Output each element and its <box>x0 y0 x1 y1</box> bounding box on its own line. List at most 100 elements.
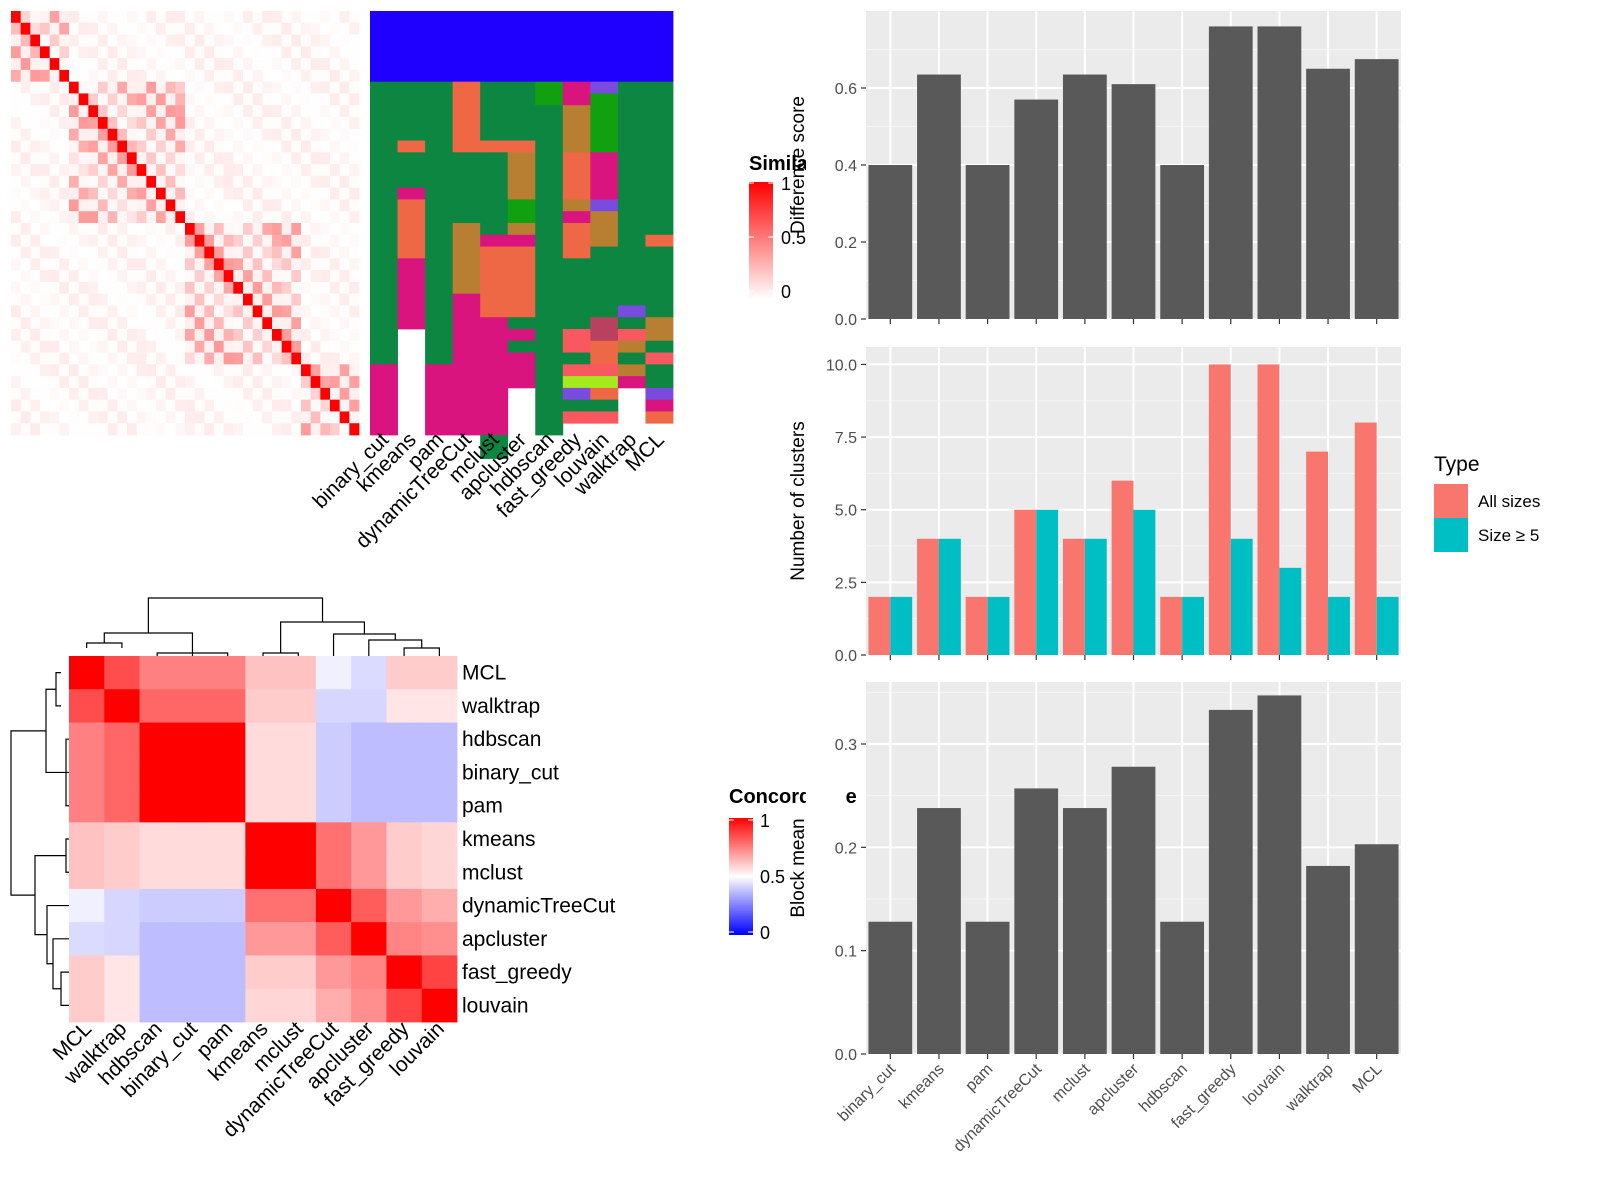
similarity-cell <box>30 423 41 436</box>
similarity-cell <box>30 164 41 177</box>
similarity-cell <box>146 329 157 342</box>
concordance-cell <box>386 955 423 990</box>
similarity-cell <box>98 387 109 401</box>
similarity-cell <box>301 34 312 47</box>
similarity-cell <box>88 187 99 200</box>
similarity-cell <box>301 199 312 212</box>
similarity-cell <box>262 387 273 401</box>
similarity-cell <box>127 140 138 153</box>
similarity-cell <box>233 246 244 259</box>
similarity-cell <box>252 329 263 342</box>
similarity-cell <box>204 128 215 141</box>
similarity-cell <box>185 117 196 130</box>
similarity-cell <box>127 187 138 200</box>
similarity-cell <box>330 423 341 436</box>
similarity-cell <box>291 223 302 236</box>
similarity-cell <box>262 187 273 200</box>
similarity-cell <box>11 175 22 189</box>
concordance-cell <box>245 855 282 890</box>
similarity-cell <box>252 199 263 212</box>
similarity-cell <box>252 246 263 259</box>
similarity-cell <box>59 105 70 118</box>
assignment-segment <box>590 246 619 318</box>
assignment-segment <box>617 11 646 83</box>
y-axis-label: Block mean <box>788 818 809 917</box>
similarity-cell <box>291 246 302 259</box>
similarity-cell <box>49 199 60 212</box>
similarity-cell <box>223 140 234 153</box>
similarity-cell <box>243 11 254 24</box>
similarity-cell <box>59 281 70 295</box>
similarity-cell <box>214 22 225 35</box>
similarity-cell <box>301 187 312 200</box>
similarity-cell <box>330 258 341 271</box>
concordance-row-label: mclust <box>462 861 523 884</box>
y-axis-label: Difference score <box>788 96 809 234</box>
similarity-cell <box>339 281 350 295</box>
similarity-cell <box>146 164 157 177</box>
similarity-cell <box>349 317 360 330</box>
similarity-cell <box>117 352 128 365</box>
similarity-cell <box>185 399 196 412</box>
similarity-cell <box>330 58 341 71</box>
similarity-cell <box>127 105 138 118</box>
concordance-cell <box>245 888 282 923</box>
bar-size-ge-5 <box>1182 596 1205 655</box>
similarity-cell <box>78 329 89 342</box>
similarity-cell <box>281 93 292 106</box>
similarity-cell <box>11 58 22 71</box>
concordance-cell <box>280 988 317 1023</box>
similarity-cell <box>59 152 70 165</box>
similarity-cell <box>146 281 157 295</box>
bar-size-ge-5 <box>1279 567 1302 655</box>
similarity-cell <box>40 293 51 306</box>
similarity-cell <box>320 11 331 24</box>
similarity-cell <box>175 11 186 24</box>
similarity-cell <box>49 270 60 283</box>
concordance-cell <box>210 855 246 890</box>
similarity-cell <box>262 246 273 259</box>
similarity-cell <box>330 352 341 365</box>
assignment-segment <box>645 81 674 236</box>
similarity-cell <box>330 152 341 165</box>
similarity-cell <box>214 152 225 165</box>
concordance-row-label: pam <box>462 795 503 818</box>
similarity-cell <box>127 69 138 83</box>
concordance-cell <box>421 755 458 790</box>
similarity-cell <box>320 105 331 118</box>
bar-size-ge-5 <box>938 538 961 655</box>
similarity-cell <box>301 305 312 318</box>
similarity-cell <box>146 411 157 424</box>
similarity-cell <box>98 93 109 106</box>
similarity-cell <box>165 11 176 24</box>
similarity-cell <box>310 105 321 118</box>
similarity-cell <box>252 305 263 318</box>
similarity-cell <box>88 128 99 141</box>
similarity-cell <box>349 187 360 200</box>
concordance-cell <box>69 789 105 823</box>
similarity-cell <box>146 105 157 118</box>
similarity-cell <box>223 69 234 83</box>
similarity-cell <box>88 58 99 71</box>
similarity-cell <box>69 128 80 141</box>
similarity-cell <box>127 152 138 165</box>
similarity-cell <box>11 387 22 401</box>
similarity-cell <box>78 223 89 236</box>
similarity-cell <box>117 387 128 401</box>
similarity-cell <box>243 22 254 35</box>
assignment-segment <box>645 317 674 342</box>
similarity-cell <box>262 22 273 35</box>
bar <box>1208 26 1253 320</box>
similarity-cell <box>117 364 128 377</box>
similarity-cell <box>175 281 186 295</box>
similarity-cell <box>204 93 215 106</box>
assignment-segment <box>370 364 398 436</box>
similarity-cell <box>175 411 186 424</box>
y-tick-label: 0.4 <box>835 158 857 175</box>
similarity-cell <box>272 387 283 401</box>
similarity-cell <box>301 81 312 94</box>
similarity-cell <box>349 340 360 353</box>
similarity-cell <box>252 364 263 377</box>
similarity-cell <box>78 246 89 259</box>
similarity-cell <box>194 46 205 59</box>
